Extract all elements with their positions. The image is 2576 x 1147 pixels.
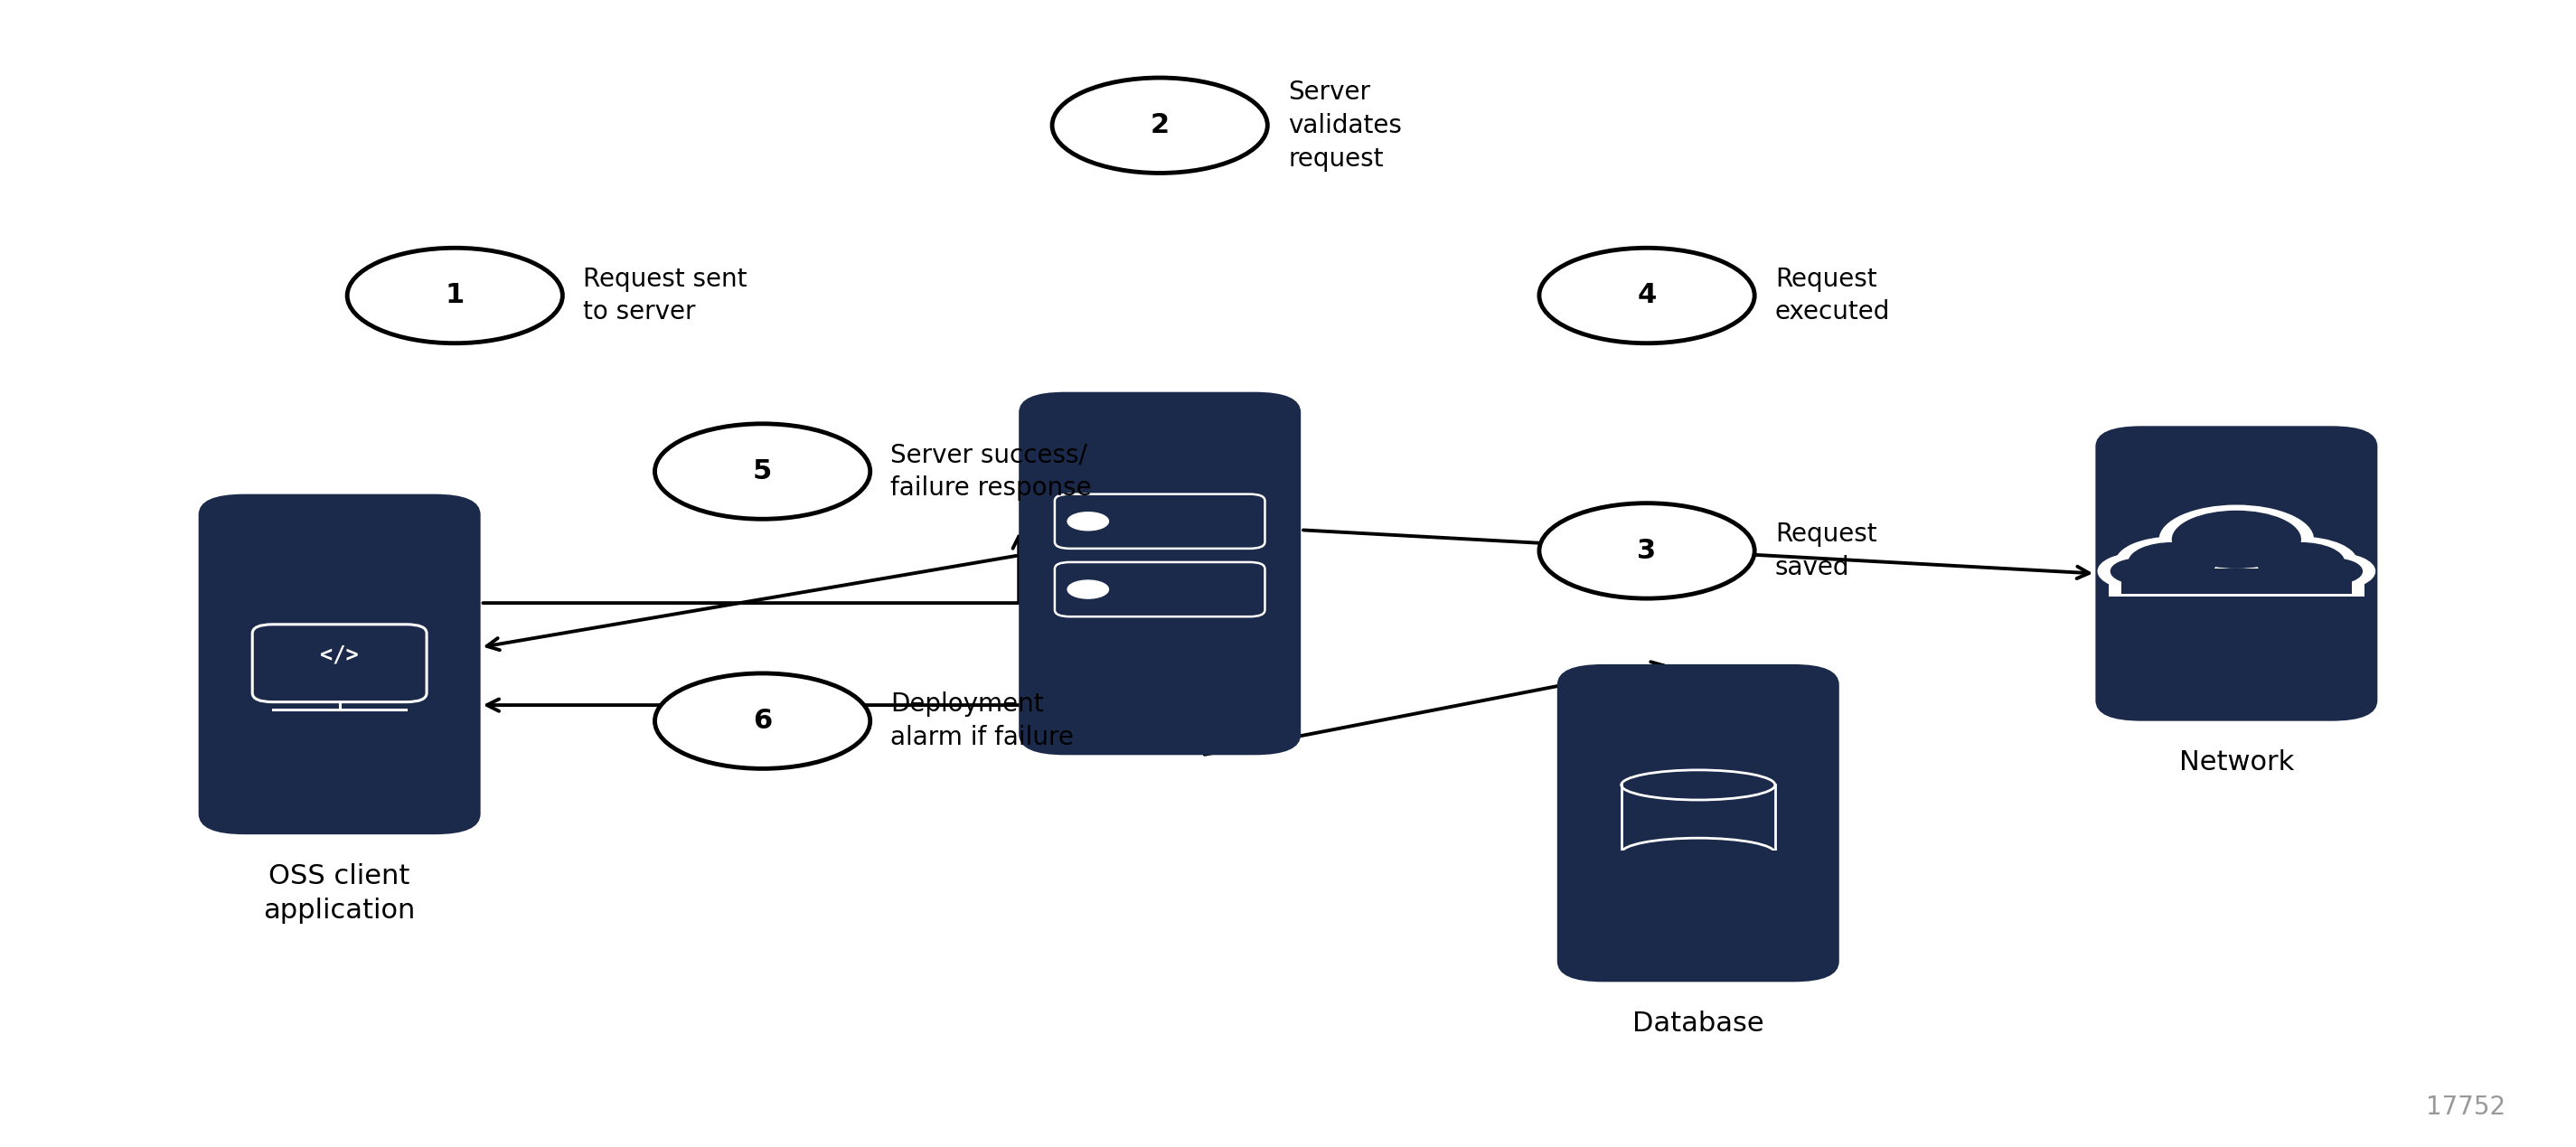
Text: Deployment
alarm if failure: Deployment alarm if failure xyxy=(891,692,1074,750)
Circle shape xyxy=(2244,537,2357,587)
Text: Request
saved: Request saved xyxy=(1775,522,1878,580)
Text: 2: 2 xyxy=(1151,112,1170,139)
Circle shape xyxy=(2257,543,2344,582)
FancyBboxPatch shape xyxy=(198,494,482,834)
Circle shape xyxy=(1066,580,1108,599)
Bar xyxy=(2120,569,2352,594)
Bar xyxy=(1615,851,1780,871)
Text: Server
validates
request: Server validates request xyxy=(1288,79,1401,171)
Text: 3: 3 xyxy=(1638,538,1656,564)
Text: </>: </> xyxy=(319,645,358,666)
Circle shape xyxy=(1540,248,1754,343)
Circle shape xyxy=(2172,512,2300,568)
Text: Request sent
to server: Request sent to server xyxy=(582,266,747,325)
Text: Network: Network xyxy=(2179,749,2295,775)
Text: Database: Database xyxy=(1633,1011,1765,1037)
Circle shape xyxy=(348,248,562,343)
Text: 5: 5 xyxy=(752,459,773,484)
Circle shape xyxy=(2293,553,2375,590)
Circle shape xyxy=(1540,504,1754,599)
FancyBboxPatch shape xyxy=(2094,426,2378,721)
Circle shape xyxy=(1066,513,1108,530)
Text: Server success/
failure response: Server success/ failure response xyxy=(891,442,1092,501)
FancyBboxPatch shape xyxy=(1020,392,1301,755)
Circle shape xyxy=(2097,553,2179,590)
Circle shape xyxy=(654,673,871,768)
Text: Request
executed: Request executed xyxy=(1775,266,1891,325)
Circle shape xyxy=(654,423,871,520)
Text: 4: 4 xyxy=(1638,282,1656,309)
Text: 1: 1 xyxy=(446,282,464,309)
Circle shape xyxy=(2128,543,2215,582)
Text: OSS client
application: OSS client application xyxy=(263,863,415,923)
Circle shape xyxy=(2115,537,2228,587)
FancyBboxPatch shape xyxy=(1556,664,1839,982)
Bar xyxy=(2107,568,2365,596)
Circle shape xyxy=(1051,78,1267,173)
Circle shape xyxy=(2306,559,2362,584)
Text: 6: 6 xyxy=(752,708,773,734)
Circle shape xyxy=(2110,559,2166,584)
Circle shape xyxy=(2159,506,2313,574)
Text: 17752: 17752 xyxy=(2427,1095,2506,1121)
